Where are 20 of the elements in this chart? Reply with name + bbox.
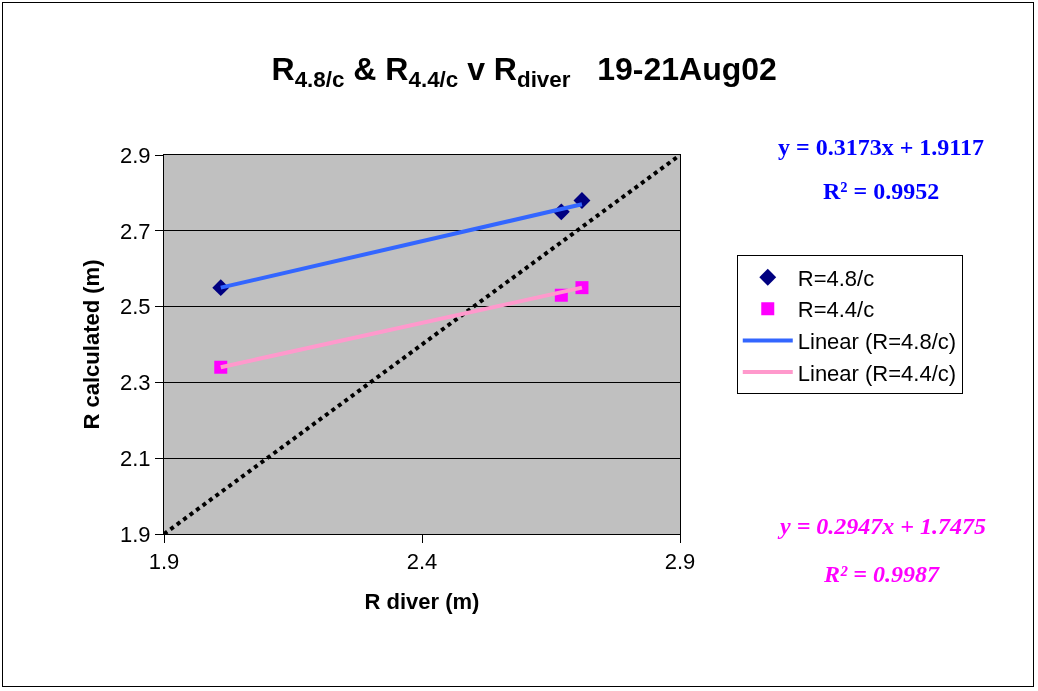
x-tick-label: 2.9 [664,549,696,575]
legend-label: R=4.8/c [797,265,875,291]
text: R² = 0.9987 [823,561,940,587]
legend-label: Linear (R=4.4/c) [797,360,957,386]
chart-title: R$_{4.8/c}$ & R$_{4.4/c}$ v R$_{diver}$ 19-21Aug02 [271,51,777,93]
text: R² = 0.9952 [823,178,940,204]
y-tick-label: 2.5 [120,294,151,320]
legend-label: Linear (R=4.8/c) [797,329,957,355]
x-axis-title: R diver (m) [364,589,480,615]
x-tick-label: 2.4 [406,549,438,575]
x-tick-label: 1.9 [148,549,180,575]
text: y = 0.2947x + 1.7475 [777,513,987,539]
text: y = 0.3173x + 1.9117 [778,134,985,160]
y-tick-label: 2.3 [120,370,151,396]
y-axis-title: R calculated (m) [78,259,104,430]
y-tick-label: 2.1 [120,445,151,471]
y-tick-label: 1.9 [120,521,151,547]
y-tick-label: 2.9 [120,142,151,168]
y-tick-label: 2.7 [120,218,151,244]
legend-label: R=4.4/c [797,297,875,323]
